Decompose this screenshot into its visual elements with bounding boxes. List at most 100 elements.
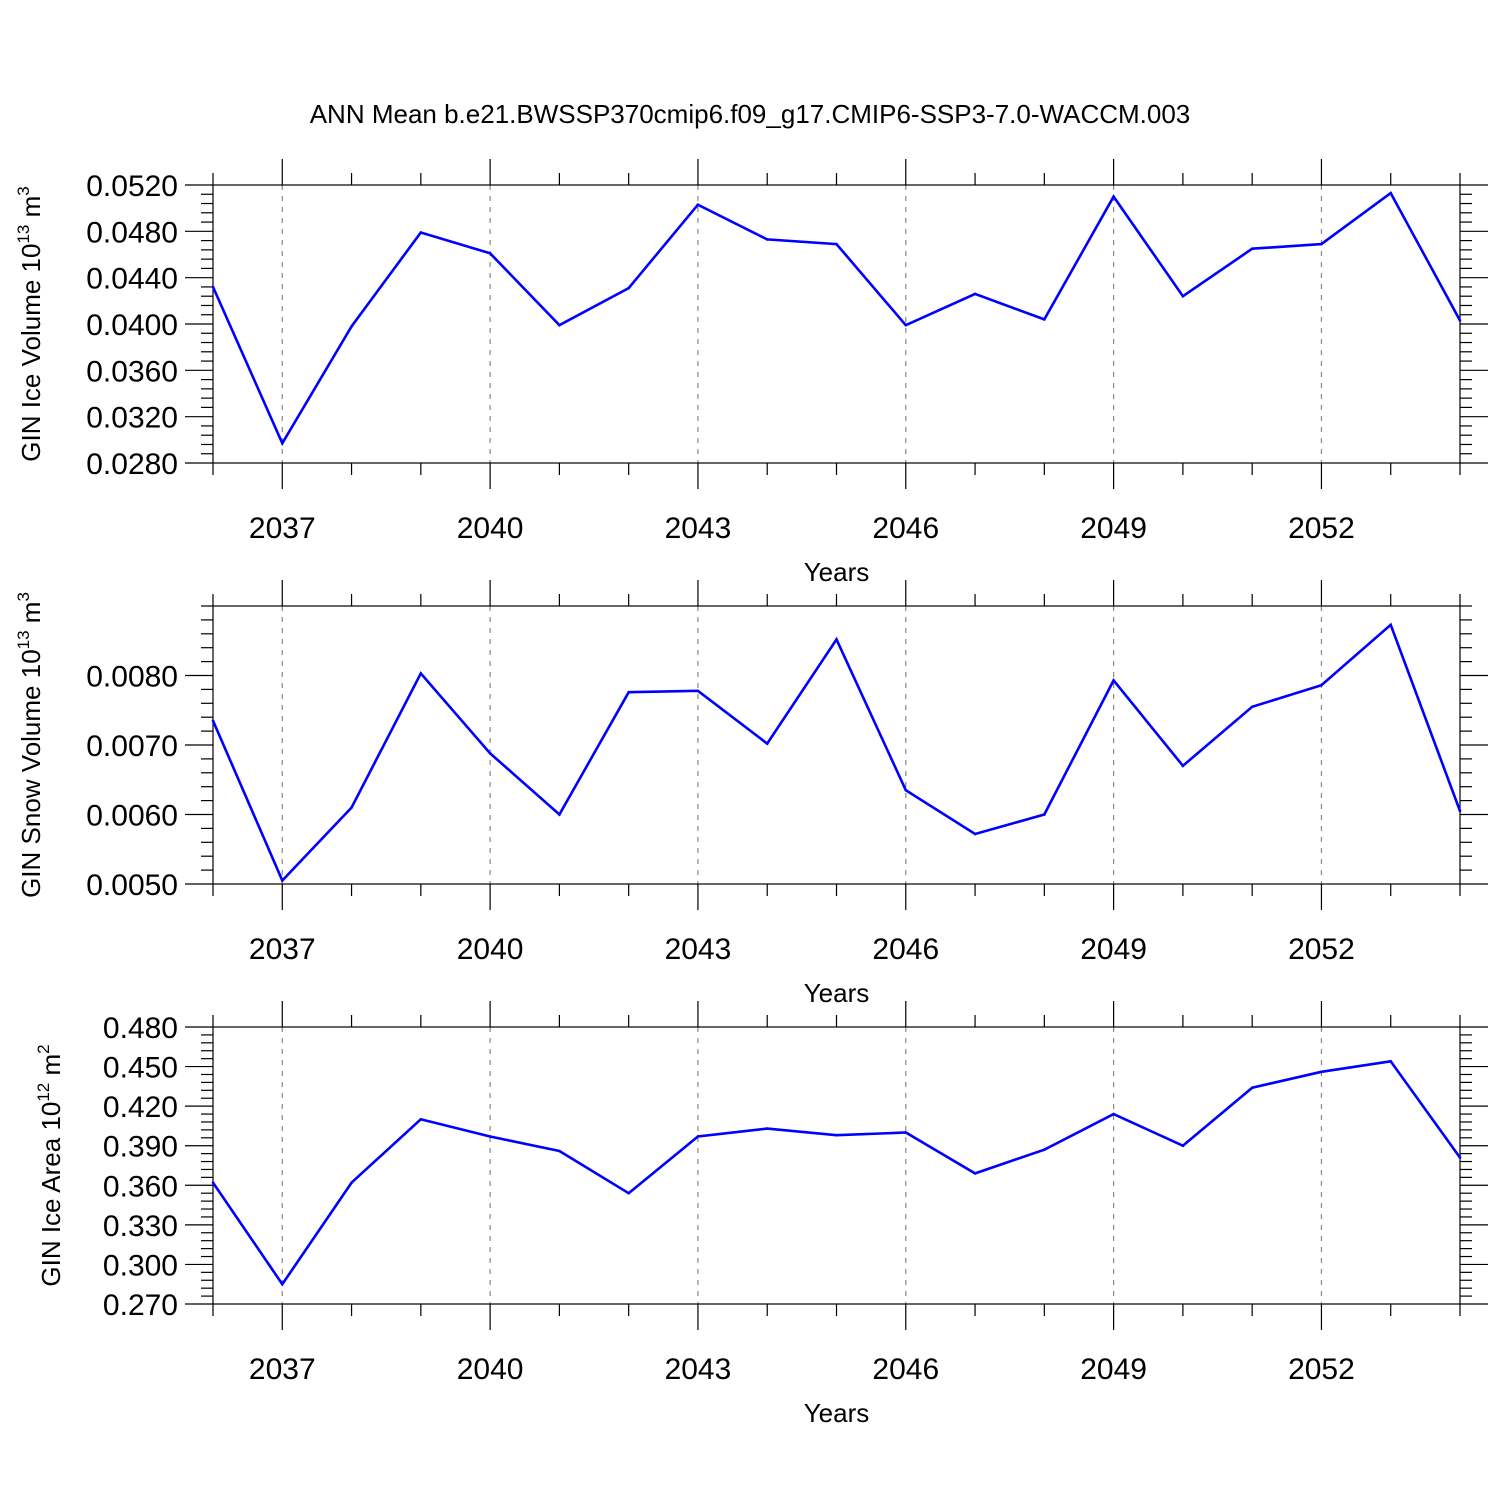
- data-point: [1250, 247, 1254, 251]
- y-tick-label: 0.0080: [86, 661, 178, 694]
- data-point: [1320, 683, 1323, 687]
- y-tick-label: 0.480: [103, 1012, 178, 1045]
- x-tick-label: 2037: [249, 933, 316, 966]
- data-point: [350, 806, 353, 809]
- data-point: [350, 325, 353, 328]
- data-point: [280, 442, 284, 445]
- data-point: [558, 813, 561, 816]
- y-tick-label: 0.0520: [86, 170, 178, 203]
- y-tick-label: 0.390: [103, 1131, 178, 1164]
- data-point: [1043, 813, 1046, 816]
- data-point: [350, 1181, 353, 1184]
- data-point: [1112, 195, 1115, 198]
- y-tick-label: 0.0280: [86, 448, 178, 481]
- panel-2: 2037 2040 2043 2046 2049 2052 Years 0.0080 0.007…: [14, 580, 1488, 1008]
- data-point: [904, 323, 908, 327]
- y-tick-label: 0.0060: [86, 800, 178, 833]
- y-tick-label: 0.270: [103, 1289, 178, 1322]
- panel-1: 2037 2040 2043 2046 2049 2052 Years 0.0520 0.048…: [14, 159, 1488, 587]
- data-point: [488, 252, 492, 255]
- data-point: [904, 1131, 908, 1134]
- data-point: [1389, 191, 1393, 195]
- data-point: [765, 238, 769, 241]
- x-tick-label: 2043: [665, 933, 732, 966]
- x-tick-label: 2043: [665, 1353, 732, 1386]
- y-tick-label: 0.360: [103, 1170, 178, 1203]
- data-point: [696, 203, 700, 206]
- y-tick-label: 0.0050: [86, 869, 178, 902]
- data-point: [696, 1135, 700, 1138]
- data-point: [973, 292, 977, 296]
- x-tick-label: 2046: [872, 933, 939, 966]
- data-point: [558, 323, 561, 327]
- y-tick-label: 0.0440: [86, 263, 178, 296]
- data-point: [488, 1135, 492, 1138]
- data-point: [1112, 1112, 1115, 1116]
- y-tick-label: 0.0070: [86, 730, 178, 763]
- data-point: [488, 752, 492, 755]
- x-tick-label: 2049: [1080, 933, 1147, 966]
- data-point: [973, 832, 977, 836]
- y-tick-label: 0.450: [103, 1052, 178, 1085]
- x-tick-label: 2037: [249, 512, 316, 545]
- data-point: [1389, 623, 1393, 627]
- data-point: [1458, 1156, 1462, 1159]
- panel-3: 2037 2040 2043 2046 2049 2052 Years 0.480 0.450 0…: [34, 1001, 1488, 1428]
- data-point: [696, 689, 700, 693]
- y-axis-label: GIN Ice Area 1012 m2: [34, 1044, 66, 1286]
- data-point: [1320, 242, 1323, 246]
- x-axis-label: Years: [804, 557, 870, 587]
- data-point: [627, 286, 630, 290]
- data-point: [1181, 1144, 1185, 1148]
- x-tick-label: 2037: [249, 1353, 316, 1386]
- x-tick-label: 2043: [665, 512, 732, 545]
- data-point: [1043, 318, 1046, 321]
- data-point: [211, 1181, 215, 1184]
- data-point: [1250, 1086, 1254, 1089]
- data-point: [973, 1172, 977, 1175]
- x-tick-label: 2046: [872, 1353, 939, 1386]
- y-tick-label: 0.330: [103, 1210, 178, 1243]
- x-tick-label: 2040: [457, 512, 524, 545]
- data-point: [280, 1282, 284, 1286]
- x-tick-label: 2046: [872, 512, 939, 545]
- data-point: [1320, 1070, 1323, 1074]
- y-axis-label: GIN Ice Volume 1013 m3: [14, 186, 46, 462]
- data-point: [904, 788, 908, 792]
- x-tick-label: 2040: [457, 1353, 524, 1386]
- data-point: [419, 672, 423, 675]
- chart-title: ANN Mean b.e21.BWSSP370cmip6.f09_g17.CMI…: [310, 99, 1191, 129]
- data-point: [765, 742, 769, 745]
- data-point: [211, 719, 215, 722]
- y-axis-label: GIN Snow Volume 1013 m3: [14, 592, 46, 898]
- data-point: [835, 1133, 838, 1137]
- data-point: [1458, 319, 1462, 322]
- y-tick-label: 0.0400: [86, 309, 178, 342]
- data-point: [627, 690, 630, 694]
- data-point: [627, 1191, 630, 1195]
- y-tick-label: 0.300: [103, 1249, 178, 1282]
- data-point: [1250, 705, 1254, 709]
- data-point: [280, 879, 284, 882]
- x-tick-label: 2040: [457, 933, 524, 966]
- x-axis-label: Years: [804, 1398, 870, 1428]
- data-point: [419, 231, 423, 234]
- x-axis-label: Years: [804, 978, 870, 1008]
- x-tick-label: 2049: [1080, 1353, 1147, 1386]
- data-point: [835, 638, 838, 641]
- data-point: [558, 1149, 561, 1153]
- data-point: [765, 1127, 769, 1130]
- x-tick-label: 2049: [1080, 512, 1147, 545]
- data-point: [211, 285, 215, 289]
- y-tick-label: 0.420: [103, 1091, 178, 1124]
- x-tick-label: 2052: [1288, 933, 1355, 966]
- data-point: [1112, 679, 1115, 682]
- y-tick-label: 0.0320: [86, 402, 178, 435]
- y-tick-label: 0.0480: [86, 216, 178, 249]
- data-point: [1389, 1059, 1393, 1063]
- x-tick-label: 2052: [1288, 512, 1355, 545]
- data-point: [1181, 294, 1185, 298]
- data-point: [1043, 1148, 1046, 1151]
- data-point: [1458, 809, 1462, 813]
- data-point: [1181, 764, 1185, 768]
